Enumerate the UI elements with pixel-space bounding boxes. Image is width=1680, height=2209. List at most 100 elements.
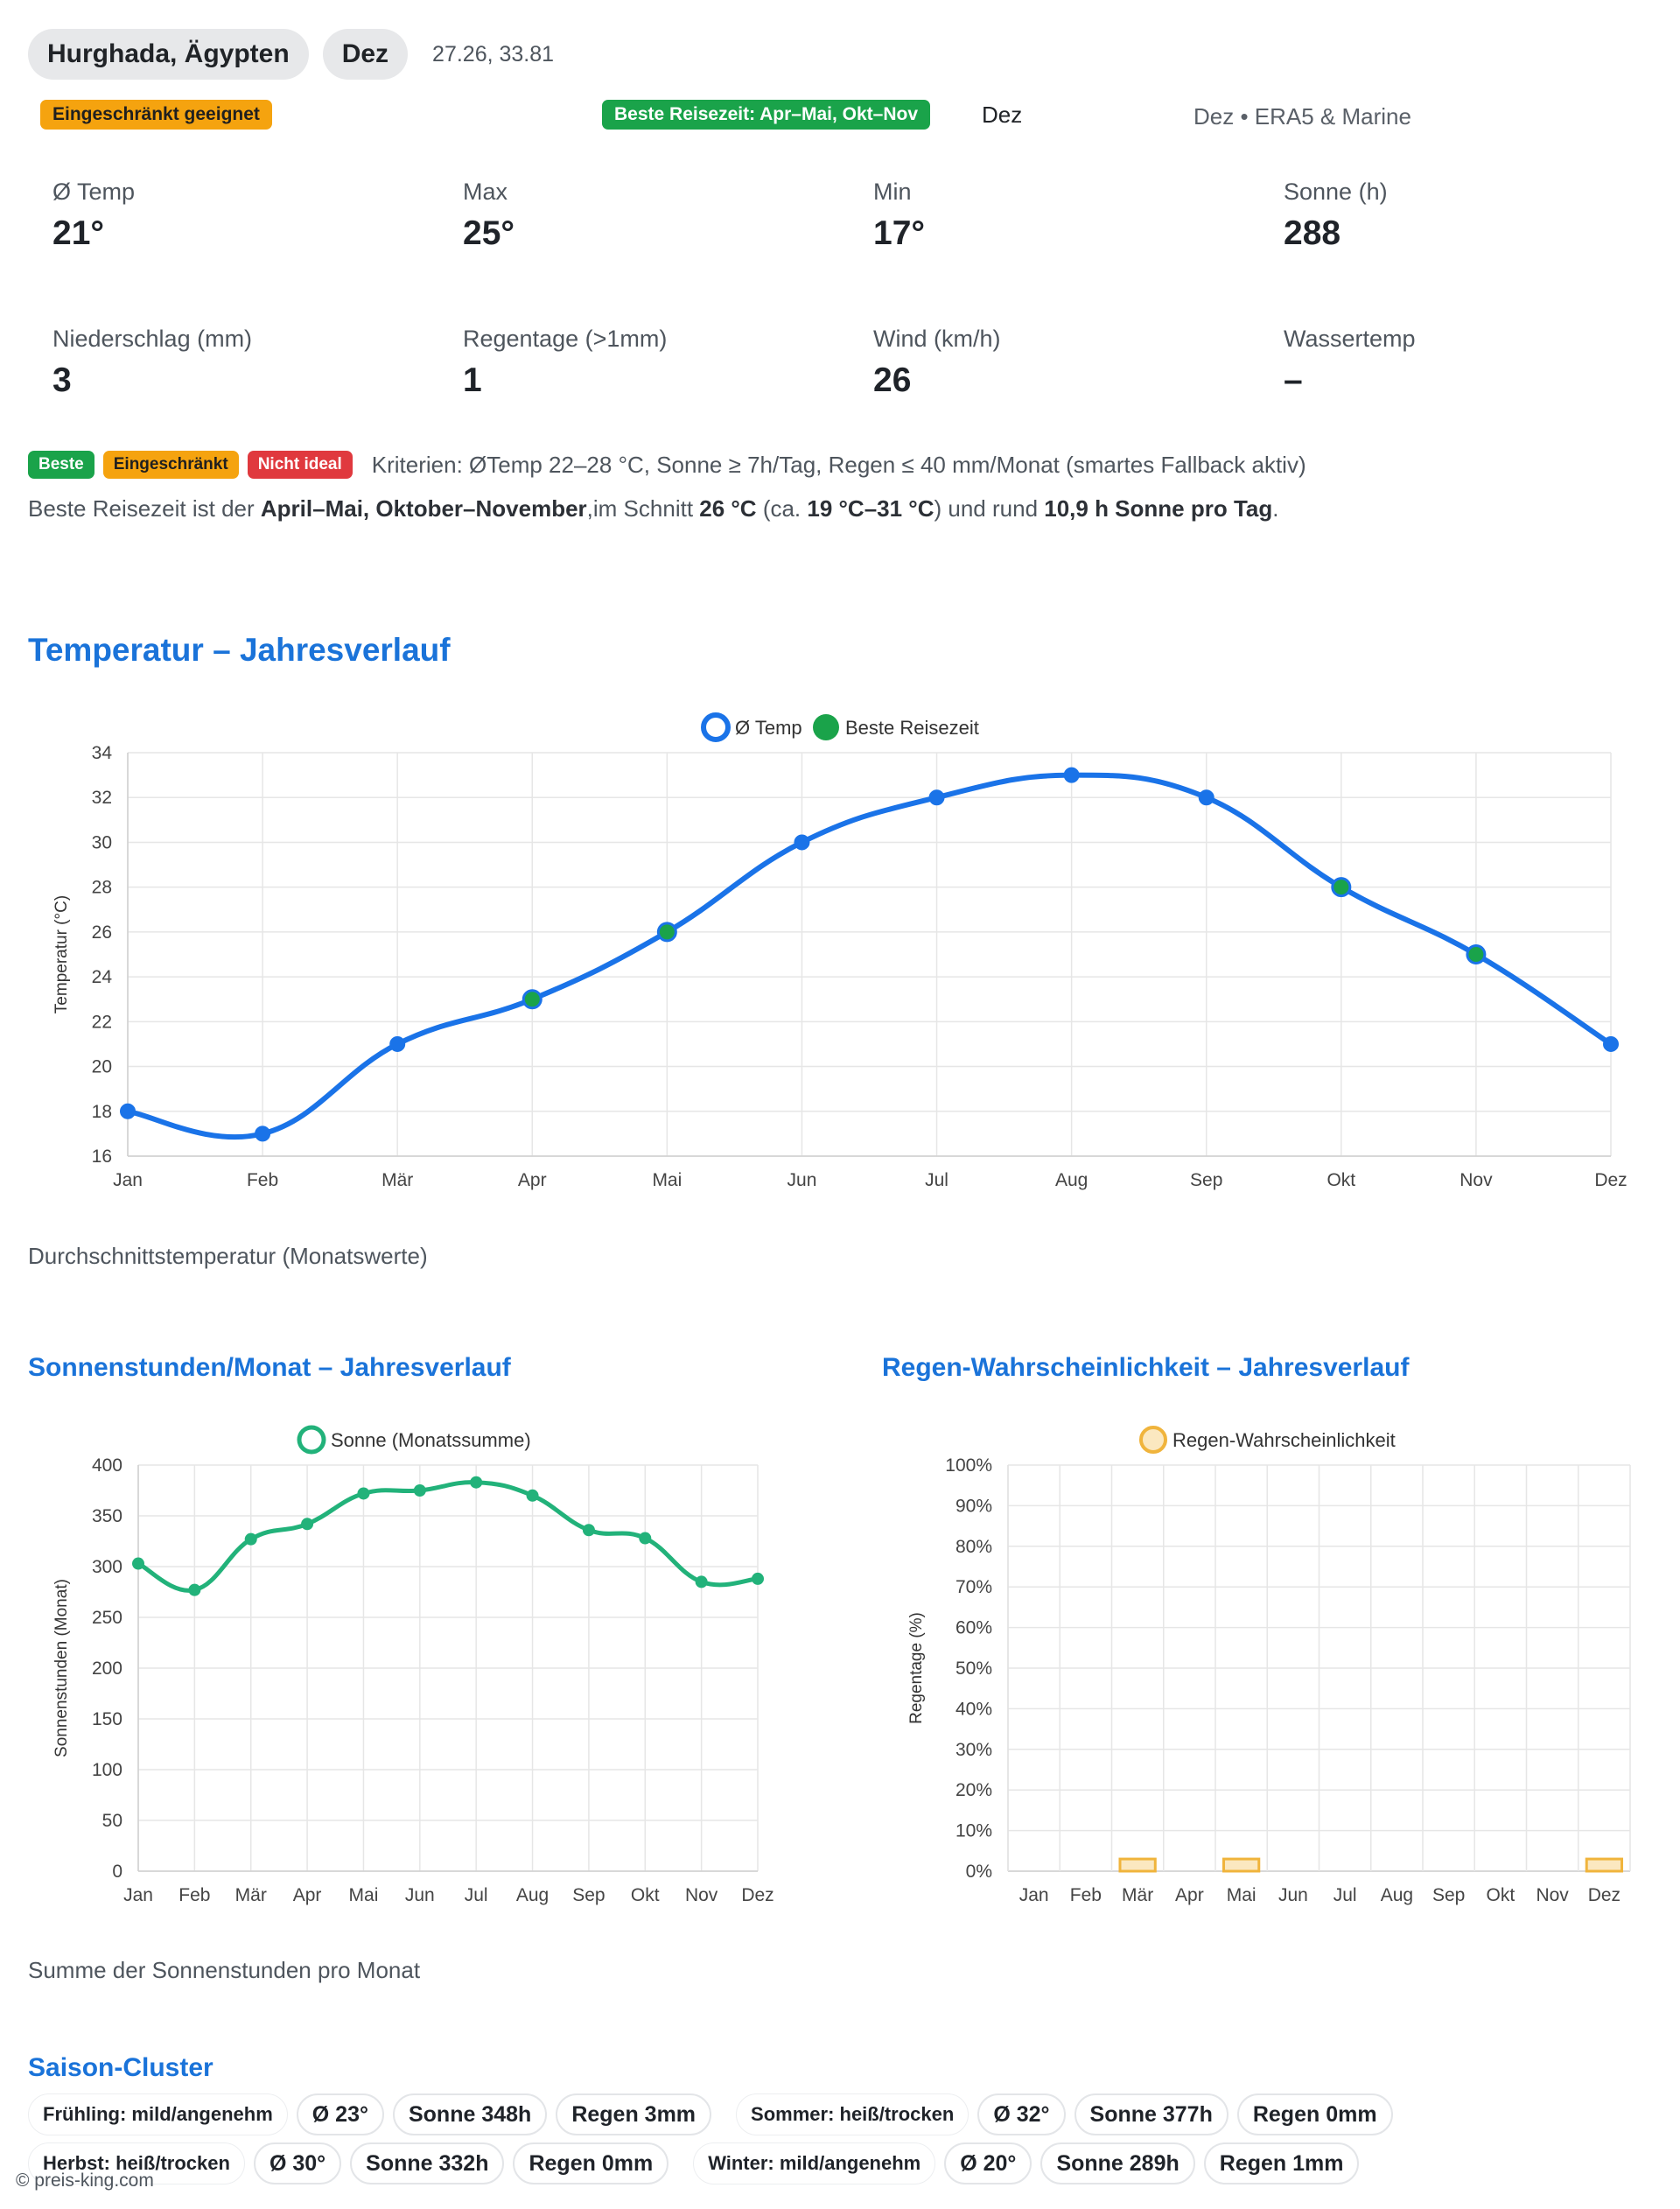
best-time-summary: Beste Reisezeit ist der April–Mai, Oktob…: [28, 495, 1279, 522]
rain-chart-title: Regen-Wahrscheinlichkeit – Jahresverlauf: [882, 1353, 1410, 1382]
x-tick-label: Jun: [405, 1885, 435, 1905]
sun-point: [413, 1484, 426, 1497]
y-tick-label: 90%: [956, 1496, 992, 1516]
y-tick-label: 16: [92, 1147, 112, 1167]
cluster-temp-chip: Ø 20°: [944, 2142, 1032, 2184]
rain-bar: [1585, 1857, 1624, 1873]
cluster-temp-chip: Ø 23°: [296, 2093, 384, 2135]
cluster-sun-chip: Sonne 348h: [392, 2093, 548, 2135]
temp-point: [1603, 1035, 1619, 1052]
temp-chart-caption: Durchschnittstemperatur (Monatswerte): [28, 1243, 428, 1269]
x-tick-label: Aug: [1055, 1170, 1088, 1190]
stat-label: Ø Temp: [52, 179, 136, 205]
x-tick-label: Jan: [123, 1885, 153, 1905]
sun-point: [752, 1572, 764, 1585]
legend-rain-label: Regen-Wahrscheinlichkeit: [1172, 1429, 1396, 1451]
y-tick-label: 80%: [956, 1537, 992, 1557]
y-tick-label: 70%: [956, 1577, 992, 1597]
x-tick-label: Mai: [652, 1170, 682, 1190]
y-tick-label: 0: [112, 1862, 122, 1882]
y-tick-label: 24: [92, 967, 113, 987]
x-tick-label: Jun: [1278, 1885, 1308, 1905]
stat-label: Max: [463, 179, 508, 205]
cluster-temp-chip: Ø 30°: [253, 2142, 342, 2184]
rain-bar: [1222, 1857, 1261, 1873]
x-tick-label: Aug: [516, 1885, 549, 1905]
x-tick-label: Dez: [741, 1885, 774, 1905]
x-tick-label: Nov: [1460, 1170, 1493, 1190]
x-tick-label: Jan: [1019, 1885, 1049, 1905]
sun-point: [582, 1524, 595, 1537]
x-tick-label: Nov: [1536, 1885, 1569, 1905]
x-tick-label: Apr: [293, 1885, 322, 1905]
summary-text: .: [1272, 495, 1279, 522]
x-tick-label: Apr: [518, 1170, 547, 1190]
stat-label: Wind (km/h): [873, 326, 1001, 352]
stat-value: 21°: [52, 214, 104, 252]
cluster-label: Herbst: heiß/trocken: [28, 2142, 245, 2184]
best-time-badge: Beste Reisezeit: Apr–Mai, Okt–Nov: [602, 100, 931, 130]
y-tick-label: 30: [92, 832, 112, 852]
temp-point: [928, 789, 945, 806]
cluster-sun-chip: Sonne 377h: [1074, 2093, 1228, 2135]
x-tick-label: Mai: [1227, 1885, 1256, 1905]
y-tick-label: 28: [92, 878, 112, 898]
cluster-label: Winter: mild/angenehm: [693, 2142, 936, 2184]
x-tick-label: Nov: [685, 1885, 718, 1905]
legend-best-marker: [813, 714, 839, 740]
y-tick-label: 34: [92, 743, 113, 763]
cluster-sun-chip: Sonne 332h: [350, 2142, 505, 2184]
criteria-text: Kriterien: ØTemp 22–28 °C, Sonne ≥ 7h/Ta…: [371, 451, 1306, 478]
y-tick-label: 20: [92, 1057, 112, 1077]
x-tick-label: Okt: [1487, 1885, 1516, 1905]
cluster-rain-chip: Regen 0mm: [1236, 2093, 1393, 2135]
sun-chart-title: Sonnenstunden/Monat – Jahresverlauf: [28, 1353, 511, 1382]
legend-best-label: Beste Reisezeit: [845, 717, 979, 739]
y-axis-label: Temperatur (°C): [52, 895, 71, 1013]
stat-sun-hours: Sonne (h) 288: [1284, 179, 1669, 253]
badge-row: Eingeschränkt geeignet Beste Reisezeit: …: [0, 100, 1680, 135]
stat-precipitation: Niederschlag (mm) 3: [52, 326, 438, 400]
coordinates: 27.26, 33.81: [432, 41, 555, 67]
stat-label: Min: [873, 179, 912, 205]
stat-avg-temp: Ø Temp 21°: [52, 179, 438, 253]
summary-avg: 26 °C: [699, 495, 757, 522]
stat-max-temp: Max 25°: [463, 179, 848, 253]
y-tick-label: 0%: [966, 1862, 992, 1882]
legend-best-badge: Beste: [28, 451, 94, 479]
header-row: Hurghada, Ägypten Dez 27.26, 33.81: [28, 28, 554, 81]
x-tick-label: Jul: [465, 1885, 488, 1905]
stat-value: 17°: [873, 214, 925, 252]
y-tick-label: 50%: [956, 1659, 992, 1679]
stat-value: 288: [1284, 214, 1341, 252]
sun-point: [695, 1575, 708, 1588]
x-tick-label: Mai: [349, 1885, 379, 1905]
best-month-point: [1331, 877, 1352, 898]
best-month-point: [656, 922, 677, 943]
cluster-rain-chip: Regen 1mm: [1203, 2142, 1360, 2184]
y-tick-label: 60%: [956, 1618, 992, 1638]
cluster-label: Frühling: mild/angenehm: [28, 2093, 288, 2135]
legend-temp-label: Ø Temp: [735, 717, 802, 739]
stat-rain-days: Regentage (>1mm) 1: [463, 326, 848, 400]
copyright: © preis-king.com: [16, 2170, 154, 2191]
sun-point: [188, 1583, 201, 1596]
temp-series-line: [125, 772, 1614, 1140]
summary-sun: 10,9 h Sonne pro Tag: [1044, 495, 1273, 522]
legend-row: Beste Eingeschränkt Nicht ideal Kriterie…: [28, 451, 1306, 479]
temp-point: [794, 834, 810, 851]
y-tick-label: 10%: [956, 1821, 992, 1841]
cluster-rain-chip: Regen 3mm: [556, 2093, 712, 2135]
stat-water-temp: Wassertemp –: [1284, 326, 1669, 400]
month-pill[interactable]: Dez: [322, 29, 409, 80]
location-pill[interactable]: Hurghada, Ägypten: [28, 29, 309, 80]
stat-value: 3: [52, 361, 72, 399]
y-axis-label: Regentage (%): [907, 1612, 926, 1724]
y-tick-label: 22: [92, 1012, 112, 1032]
data-source: Dez • ERA5 & Marine: [1194, 103, 1411, 130]
x-tick-label: Feb: [178, 1885, 210, 1905]
sun-point: [470, 1476, 483, 1489]
x-tick-label: Jul: [1334, 1885, 1357, 1905]
x-tick-label: Sep: [1432, 1885, 1465, 1905]
